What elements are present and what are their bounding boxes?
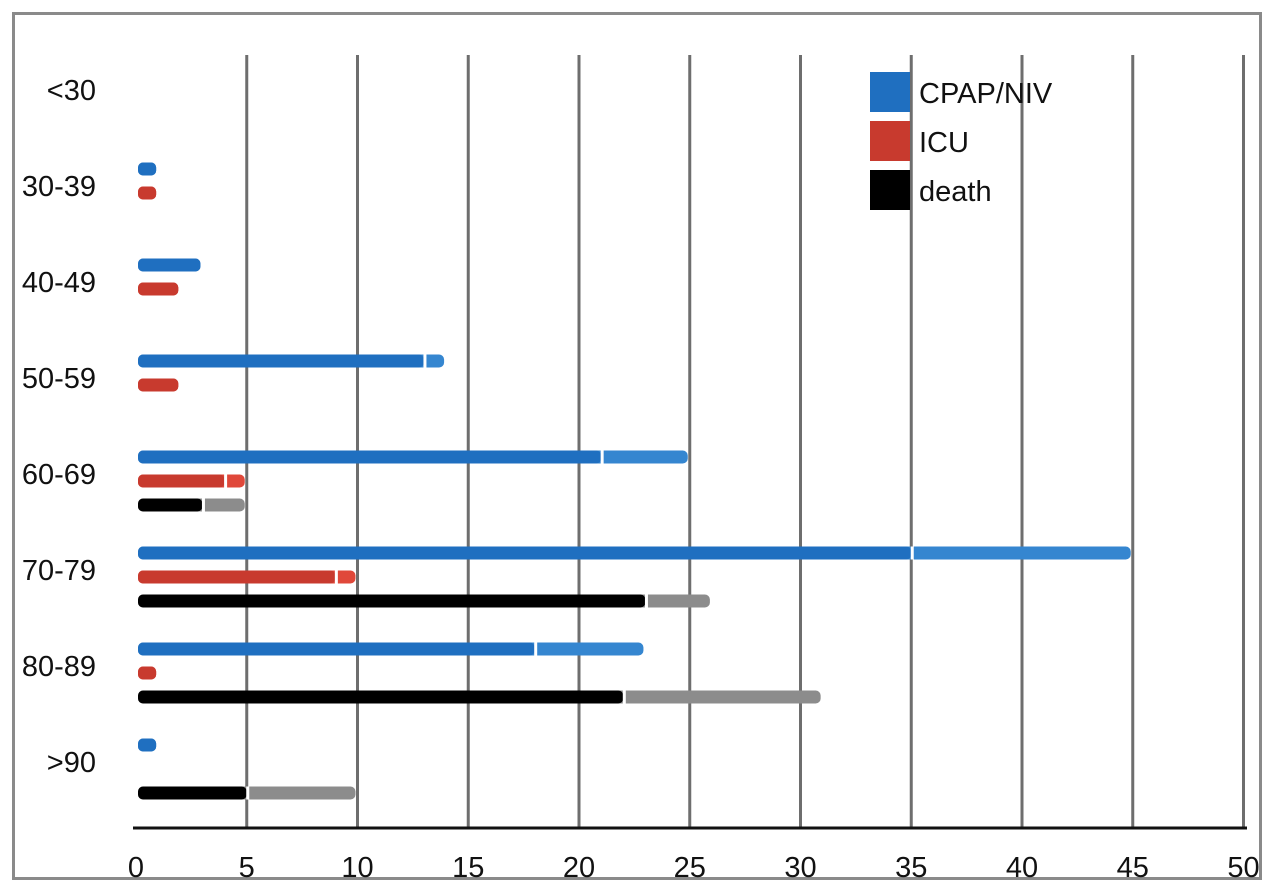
x-tick-labels: 0 5 10 15 20 25 30 35 40 45 50 xyxy=(128,852,1260,884)
bar-cpap-niv-value xyxy=(138,450,602,464)
legend-label: death xyxy=(919,176,992,208)
bar-icu-value xyxy=(138,666,157,680)
legend-label: CPAP/NIV xyxy=(919,78,1053,110)
bar-death-value xyxy=(138,786,247,800)
category-label: 80-89 xyxy=(22,651,96,683)
category-label: 40-49 xyxy=(22,267,96,299)
grid-layer xyxy=(245,55,1245,828)
category-labels: <30 30-39 40-49 50-59 60-69 70-79 80-89 >90 xyxy=(22,75,96,779)
bar-death-value xyxy=(138,690,624,704)
category-label: >90 xyxy=(47,747,96,779)
x-tick-label: 5 xyxy=(239,852,255,884)
bar-icu-value xyxy=(138,570,336,584)
x-tick-label: 0 xyxy=(128,852,144,884)
x-tick-label: 20 xyxy=(563,852,595,884)
bar-death-value xyxy=(138,498,203,512)
bar-cpap-niv-value xyxy=(138,354,424,368)
bar-cpap-niv-value xyxy=(138,642,535,656)
x-tick-label: 50 xyxy=(1227,852,1259,884)
x-tick-label: 15 xyxy=(452,852,484,884)
bar-icu-value xyxy=(138,378,179,392)
x-tick-label: 10 xyxy=(341,852,373,884)
legend-swatch xyxy=(870,170,910,210)
bar-cpap-niv-value xyxy=(138,738,157,752)
category-label: 70-79 xyxy=(22,555,96,587)
category-label: 30-39 xyxy=(22,171,96,203)
legend-swatch xyxy=(870,72,910,112)
x-tick-label: 35 xyxy=(895,852,927,884)
bar-cpap-niv-value xyxy=(138,546,912,560)
x-tick-label: 25 xyxy=(674,852,706,884)
legend-swatch xyxy=(870,121,910,161)
bar-cpap-niv-value xyxy=(138,162,157,176)
x-tick-label: 30 xyxy=(784,852,816,884)
bar-cpap-niv-value xyxy=(138,258,201,272)
x-tick-label: 40 xyxy=(1006,852,1038,884)
x-tick-label: 45 xyxy=(1117,852,1149,884)
category-label: 50-59 xyxy=(22,363,96,395)
legend: CPAP/NIV ICU death xyxy=(870,72,1053,210)
bar-icu-value xyxy=(138,186,157,200)
category-label: <30 xyxy=(47,75,96,107)
bar-icu-value xyxy=(138,282,179,296)
bar-death-value xyxy=(138,594,646,608)
chart-frame xyxy=(12,12,1262,880)
bar-icu-value xyxy=(138,474,225,488)
bars-layer xyxy=(138,162,1131,800)
legend-label: ICU xyxy=(919,127,969,159)
category-label: 60-69 xyxy=(22,459,96,491)
